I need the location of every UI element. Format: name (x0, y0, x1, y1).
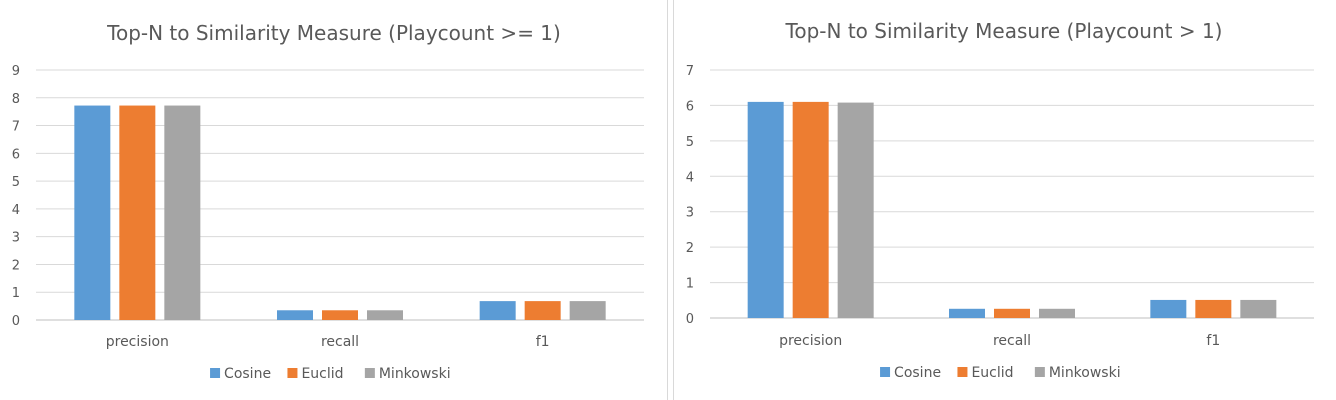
bar-minkowski-precision (837, 102, 874, 318)
chart-panel-playcount-gt-1: Top-N to Similarity Measure (Playcount >… (673, 0, 1336, 400)
bar-euclid-precision (119, 105, 156, 320)
chart-svg-playcount-gt-1: Top-N to Similarity Measure (Playcount >… (686, 19, 1314, 381)
y-tick-label: 3 (686, 206, 694, 221)
legend-label-euclid: Euclid (301, 366, 343, 382)
category-label: precision (106, 334, 169, 350)
legend-swatch-cosine (880, 367, 891, 377)
bar-minkowski-recall (367, 310, 403, 320)
y-tick-label: 4 (686, 170, 694, 185)
legend-label-minkowski: Minkowski (1049, 365, 1121, 381)
y-tick-label: 1 (686, 277, 694, 292)
legend-swatch-euclid (287, 368, 298, 378)
bar-cosine-f1 (1150, 299, 1187, 318)
bar-cosine-recall (277, 310, 313, 320)
y-tick-label: 4 (12, 203, 20, 218)
legend-swatch-minkowski (1034, 367, 1045, 377)
category-label: f1 (536, 334, 550, 350)
bar-minkowski-f1 (1240, 299, 1277, 318)
legend-swatch-minkowski (364, 368, 375, 378)
y-tick-label: 7 (12, 120, 20, 135)
y-tick-label: 2 (686, 241, 694, 256)
bar-minkowski-f1 (569, 301, 606, 320)
legend-label-cosine: Cosine (894, 365, 941, 381)
legend-swatch-cosine (210, 368, 221, 378)
category-label: precision (779, 333, 842, 349)
category-label: recall (993, 333, 1031, 349)
chart-title: Top-N to Similarity Measure (Playcount >… (106, 21, 561, 45)
legend-label-euclid: Euclid (971, 365, 1013, 381)
category-label: f1 (1206, 333, 1220, 349)
y-tick-label: 5 (12, 175, 20, 190)
bar-euclid-recall (994, 308, 1030, 318)
y-tick-label: 2 (12, 258, 20, 273)
y-tick-label: 9 (12, 64, 20, 79)
bar-cosine-recall (949, 308, 985, 318)
bar-cosine-precision (74, 105, 111, 320)
y-tick-label: 3 (12, 231, 20, 246)
bar-euclid-f1 (1195, 299, 1232, 318)
y-tick-label: 6 (12, 147, 20, 162)
y-tick-label: 7 (686, 64, 694, 79)
bar-minkowski-recall (1039, 308, 1075, 318)
y-tick-label: 0 (686, 312, 694, 327)
y-tick-label: 8 (12, 92, 20, 107)
legend-swatch-euclid (957, 367, 968, 377)
chart-title: Top-N to Similarity Measure (Playcount >… (785, 19, 1223, 43)
chart-panel-playcount-gte-1: Top-N to Similarity Measure (Playcount >… (11, 0, 668, 400)
legend-label-cosine: Cosine (224, 366, 271, 382)
bar-cosine-f1 (479, 301, 516, 320)
y-tick-label: 0 (12, 314, 20, 329)
y-tick-label: 6 (686, 99, 694, 114)
bar-euclid-precision (792, 101, 829, 318)
bar-euclid-recall (322, 310, 358, 320)
bar-euclid-f1 (524, 301, 561, 320)
category-label: recall (321, 334, 359, 350)
chart-svg-playcount-gte-1: Top-N to Similarity Measure (Playcount >… (12, 21, 644, 382)
y-tick-label: 1 (12, 286, 20, 301)
bar-cosine-precision (747, 101, 784, 318)
bar-minkowski-precision (164, 105, 201, 320)
y-tick-label: 5 (686, 135, 694, 150)
legend-label-minkowski: Minkowski (379, 366, 451, 382)
